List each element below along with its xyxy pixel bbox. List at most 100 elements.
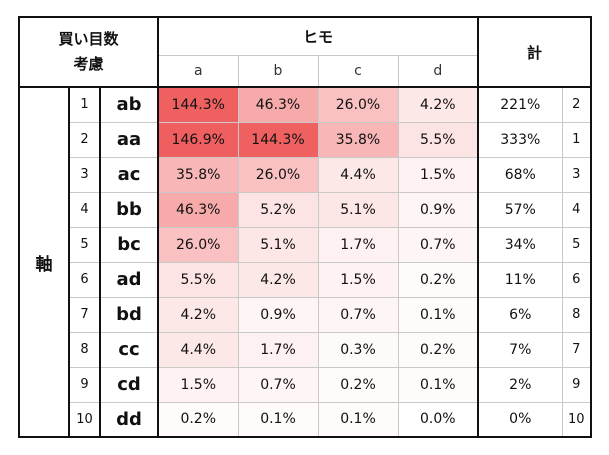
value-cell-a: 4.2% bbox=[157, 296, 239, 333]
row-number: 4 bbox=[68, 191, 101, 228]
row-number: 2 bbox=[68, 121, 101, 158]
row-rank: 7 bbox=[561, 331, 593, 368]
row-total: 34% bbox=[477, 226, 563, 263]
value-cell-b: 5.1% bbox=[237, 226, 319, 263]
row-number: 7 bbox=[68, 296, 101, 333]
header-corner-cell: 買い目数 考慮 bbox=[18, 16, 159, 88]
table-row: 8 cc 4.4% 1.7% 0.3% 0.2% 7% 7 bbox=[19, 331, 593, 368]
table-row: 9 cd 1.5% 0.7% 0.2% 0.1% 2% 9 bbox=[19, 366, 593, 403]
combination-label: bc bbox=[99, 226, 159, 263]
row-rank: 1 bbox=[561, 121, 593, 158]
value-cell-c: 0.3% bbox=[317, 331, 399, 368]
column-header-a: a bbox=[157, 54, 239, 88]
row-total: 333% bbox=[477, 121, 563, 158]
value-cell-d: 0.0% bbox=[397, 401, 479, 438]
row-rank: 9 bbox=[561, 366, 593, 403]
combination-label: cd bbox=[99, 366, 159, 403]
column-header-b: b bbox=[237, 54, 319, 88]
value-cell-c: 4.4% bbox=[317, 156, 399, 193]
value-cell-b: 0.1% bbox=[237, 401, 319, 438]
value-cell-c: 0.1% bbox=[317, 401, 399, 438]
value-cell-d: 5.5% bbox=[397, 121, 479, 158]
row-number: 5 bbox=[68, 226, 101, 263]
combination-label: bb bbox=[99, 191, 159, 228]
value-cell-d: 0.9% bbox=[397, 191, 479, 228]
value-cell-a: 5.5% bbox=[157, 261, 239, 298]
row-rank: 4 bbox=[561, 191, 593, 228]
value-cell-b: 1.7% bbox=[237, 331, 319, 368]
row-total: 6% bbox=[477, 296, 563, 333]
value-cell-b: 144.3% bbox=[237, 121, 319, 158]
row-number: 6 bbox=[68, 261, 101, 298]
value-cell-d: 0.1% bbox=[397, 296, 479, 333]
row-total: 68% bbox=[477, 156, 563, 193]
value-cell-a: 144.3% bbox=[157, 86, 239, 123]
value-cell-c: 0.2% bbox=[317, 366, 399, 403]
value-cell-d: 0.7% bbox=[397, 226, 479, 263]
value-cell-c: 0.7% bbox=[317, 296, 399, 333]
betting-combination-table: 買い目数 考慮 ヒモ 計 a b c d 軸 1 ab 144.3% 46.3% 26.0… bbox=[18, 16, 593, 438]
row-total: 57% bbox=[477, 191, 563, 228]
row-number: 8 bbox=[68, 331, 101, 368]
row-total: 2% bbox=[477, 366, 563, 403]
value-cell-d: 0.2% bbox=[397, 331, 479, 368]
row-total: 221% bbox=[477, 86, 563, 123]
row-rank: 10 bbox=[561, 401, 593, 438]
combination-label: bd bbox=[99, 296, 159, 333]
column-header-c: c bbox=[317, 54, 399, 88]
value-cell-a: 35.8% bbox=[157, 156, 239, 193]
row-rank: 6 bbox=[561, 261, 593, 298]
value-cell-a: 46.3% bbox=[157, 191, 239, 228]
value-cell-b: 26.0% bbox=[237, 156, 319, 193]
row-total: 0% bbox=[477, 401, 563, 438]
axis-label: 軸 bbox=[18, 86, 70, 438]
row-number: 9 bbox=[68, 366, 101, 403]
table-row: 2 aa 146.9% 144.3% 35.8% 5.5% 333% 1 bbox=[19, 121, 593, 158]
value-cell-b: 4.2% bbox=[237, 261, 319, 298]
table-row: 軸 1 ab 144.3% 46.3% 26.0% 4.2% 221% 2 bbox=[18, 86, 593, 438]
value-cell-c: 1.5% bbox=[317, 261, 399, 298]
combination-label: ab bbox=[99, 86, 159, 123]
value-cell-b: 5.2% bbox=[237, 191, 319, 228]
row-number: 1 bbox=[68, 86, 101, 123]
value-cell-a: 1.5% bbox=[157, 366, 239, 403]
value-cell-a: 0.2% bbox=[157, 401, 239, 438]
value-cell-d: 0.2% bbox=[397, 261, 479, 298]
table-row: 10 dd 0.2% 0.1% 0.1% 0.0% 0% 10 bbox=[19, 401, 593, 438]
table-row: 4 bb 46.3% 5.2% 5.1% 0.9% 57% 4 bbox=[19, 191, 593, 228]
value-cell-a: 26.0% bbox=[157, 226, 239, 263]
value-cell-a: 146.9% bbox=[157, 121, 239, 158]
value-cell-c: 26.0% bbox=[317, 86, 399, 123]
column-header-d: d bbox=[397, 54, 479, 88]
value-cell-b: 46.3% bbox=[237, 86, 319, 123]
combination-label: dd bbox=[99, 401, 159, 438]
combination-label: cc bbox=[99, 331, 159, 368]
row-total: 7% bbox=[477, 331, 563, 368]
row-rank: 3 bbox=[561, 156, 593, 193]
value-cell-c: 5.1% bbox=[317, 191, 399, 228]
header-corner-line1: 買い目数 bbox=[58, 30, 119, 48]
header-himo: ヒモ bbox=[156, 16, 479, 56]
value-cell-d: 1.5% bbox=[397, 156, 479, 193]
row-rank: 5 bbox=[561, 226, 593, 263]
row-total: 11% bbox=[477, 261, 563, 298]
combination-label: aa bbox=[99, 121, 159, 158]
row-number: 3 bbox=[68, 156, 101, 193]
header-corner-line2: 考慮 bbox=[73, 55, 104, 73]
value-cell-d: 0.1% bbox=[397, 366, 479, 403]
row-rank: 2 bbox=[561, 86, 593, 123]
combination-label: ad bbox=[99, 261, 159, 298]
value-cell-b: 0.7% bbox=[237, 366, 319, 403]
value-cell-d: 4.2% bbox=[397, 86, 479, 123]
table-row: 6 ad 5.5% 4.2% 1.5% 0.2% 11% 6 bbox=[19, 261, 593, 298]
combination-label: ac bbox=[99, 156, 159, 193]
header-total: 計 bbox=[477, 16, 593, 88]
value-cell-b: 0.9% bbox=[237, 296, 319, 333]
row-number: 10 bbox=[68, 401, 101, 438]
value-cell-c: 35.8% bbox=[317, 121, 399, 158]
table-row: 5 bc 26.0% 5.1% 1.7% 0.7% 34% 5 bbox=[19, 226, 593, 263]
row-rank: 8 bbox=[561, 296, 593, 333]
table-row: 7 bd 4.2% 0.9% 0.7% 0.1% 6% 8 bbox=[19, 296, 593, 333]
table-row: 3 ac 35.8% 26.0% 4.4% 1.5% 68% 3 bbox=[19, 156, 593, 193]
value-cell-c: 1.7% bbox=[317, 226, 399, 263]
